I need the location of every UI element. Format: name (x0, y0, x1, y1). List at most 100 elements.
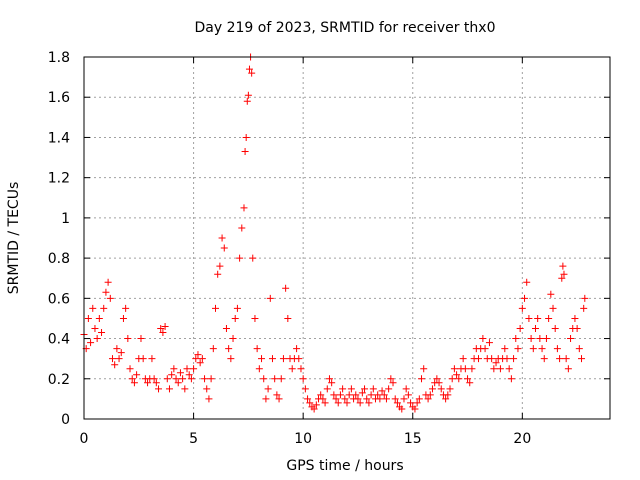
data-point (367, 391, 375, 399)
data-point (196, 359, 204, 367)
data-point (389, 379, 397, 387)
data-point (209, 345, 217, 353)
data-point (174, 379, 182, 387)
data-point (139, 355, 147, 363)
data-point (321, 399, 329, 407)
plot-frame (83, 56, 611, 420)
data-point (496, 365, 504, 373)
data-point (542, 335, 550, 343)
data-point (339, 385, 347, 393)
data-point (183, 365, 191, 373)
data-point (411, 405, 419, 413)
data-point (282, 284, 290, 292)
data-point (130, 379, 138, 387)
data-point (203, 385, 211, 393)
y-tick-label: 1.4 (48, 130, 70, 146)
data-point (306, 399, 314, 407)
data-point (268, 355, 276, 363)
data-point (453, 371, 461, 379)
data-point (225, 345, 233, 353)
y-tick-label: 1.2 (48, 171, 70, 187)
data-point (382, 395, 390, 403)
data-point (192, 355, 200, 363)
data-point (531, 325, 539, 332)
data-point (262, 395, 270, 403)
data-point (503, 355, 511, 363)
data-point (124, 335, 132, 343)
data-point (150, 375, 158, 383)
data-point (538, 345, 546, 353)
data-point (402, 385, 410, 393)
data-point (420, 365, 428, 373)
data-point (391, 395, 399, 403)
data-point (446, 385, 454, 393)
data-point (492, 359, 500, 367)
data-point (271, 375, 279, 383)
data-point (89, 304, 97, 312)
data-point (176, 369, 184, 377)
data-point (157, 325, 165, 332)
data-point (468, 365, 476, 373)
data-point (325, 375, 333, 383)
y-tick-label: 0 (61, 412, 70, 428)
data-point (266, 294, 274, 302)
data-point (534, 314, 542, 322)
data-point (104, 278, 112, 286)
data-point (111, 361, 119, 369)
data-point (245, 65, 253, 73)
data-point (260, 375, 268, 383)
data-point (102, 288, 110, 296)
data-points (80, 53, 589, 413)
data-point (312, 401, 320, 409)
data-point (244, 91, 252, 99)
data-point (559, 262, 567, 270)
data-point (332, 395, 340, 403)
data-point (115, 355, 123, 363)
data-point (418, 375, 426, 383)
data-point (501, 345, 509, 353)
data-point (187, 375, 195, 383)
data-point (126, 365, 134, 373)
data-point (172, 375, 180, 383)
data-point (437, 385, 445, 393)
x-axis-ticks: 0 5 10 15 20 (80, 57, 531, 447)
data-point (521, 294, 529, 302)
data-point (317, 391, 325, 399)
data-point (185, 371, 193, 379)
data-point (481, 345, 489, 353)
data-point (205, 395, 213, 403)
data-point (336, 391, 344, 399)
data-point (170, 365, 178, 373)
data-point (527, 335, 535, 343)
data-point (490, 365, 498, 373)
data-point (523, 278, 531, 286)
data-point (253, 345, 261, 353)
data-point (518, 304, 526, 312)
data-point (347, 385, 355, 393)
data-point (128, 375, 136, 383)
data-point (98, 329, 106, 337)
y-tick-label: 0.2 (48, 372, 70, 388)
data-point (516, 325, 524, 332)
data-point (448, 375, 456, 383)
data-point (284, 314, 292, 322)
data-point (459, 355, 467, 363)
data-point (319, 395, 327, 403)
x-tick-label: 0 (80, 431, 89, 447)
chart-title: Day 219 of 2023, SRMTID for receiver thx… (195, 20, 496, 36)
data-point (148, 355, 156, 363)
data-point (567, 335, 575, 343)
data-point (299, 375, 307, 383)
data-point (529, 345, 537, 353)
data-point (428, 385, 436, 393)
data-point (361, 385, 369, 393)
data-point (475, 355, 482, 363)
data-point (168, 371, 176, 379)
data-point (354, 395, 362, 403)
data-point (190, 365, 198, 373)
data-point (407, 399, 415, 407)
data-point (488, 355, 496, 363)
data-point (581, 294, 589, 302)
data-point (181, 385, 189, 393)
